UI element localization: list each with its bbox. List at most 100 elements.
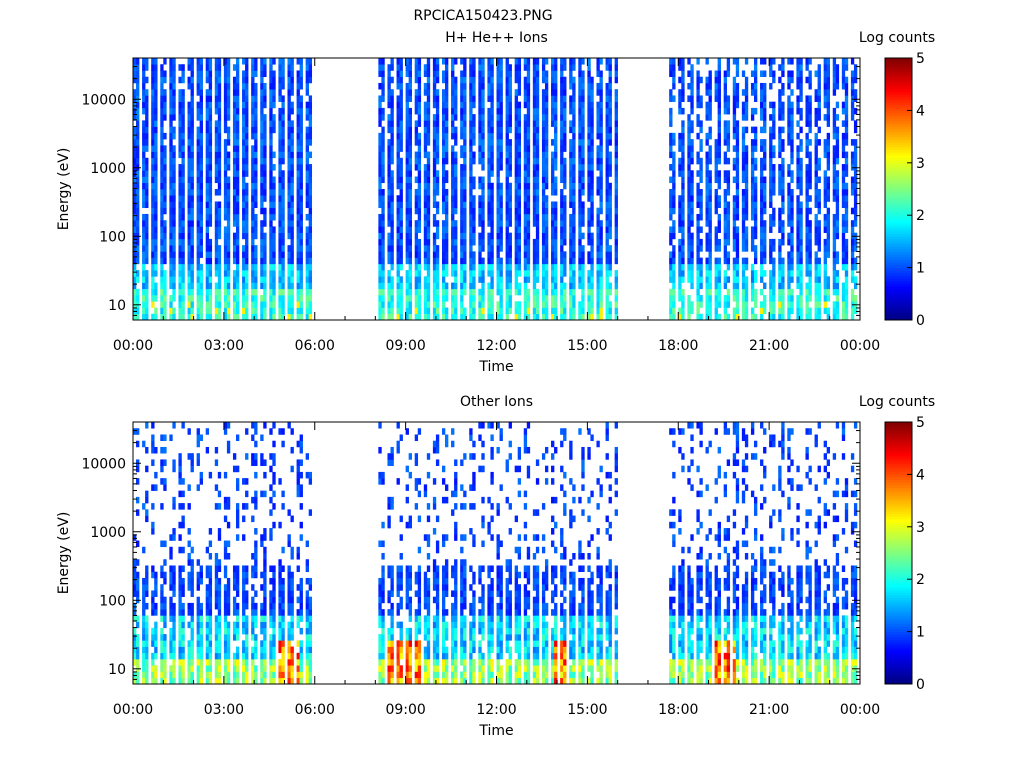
- heatmap-cell: [408, 170, 412, 177]
- heatmap-cell: [181, 64, 185, 71]
- heatmap-cell: [232, 114, 237, 121]
- heatmap-cell: [763, 176, 767, 184]
- heatmap-cell: [245, 164, 249, 171]
- heatmap-cell: [526, 251, 531, 258]
- heatmap-cell: [235, 164, 240, 171]
- heatmap-cell: [763, 226, 767, 233]
- heatmap-cell: [523, 270, 528, 277]
- heatmap-cell: [605, 282, 609, 290]
- heatmap-cell: [569, 95, 573, 102]
- heatmap-cell: [763, 114, 767, 121]
- heatmap-cell: [514, 195, 518, 202]
- heatmap-cell: [269, 207, 273, 215]
- heatmap-cell: [772, 288, 776, 296]
- heatmap-cell: [769, 276, 773, 283]
- heatmap-cell: [844, 282, 849, 290]
- heatmap-cell: [596, 301, 600, 308]
- heatmap-cell: [154, 139, 158, 146]
- heatmap-cell: [496, 151, 500, 159]
- heatmap-cell: [705, 114, 709, 121]
- heatmap-cell: [481, 176, 485, 184]
- heatmap-cell: [260, 182, 264, 190]
- heatmap-cell: [469, 263, 473, 271]
- heatmap-cell: [796, 70, 800, 78]
- heatmap-cell: [417, 288, 422, 296]
- heatmap-cell: [514, 232, 518, 240]
- heatmap-cell: [223, 263, 228, 271]
- heatmap-cell: [551, 176, 555, 184]
- heatmap-cell: [169, 132, 173, 140]
- heatmap-cell: [544, 89, 549, 96]
- heatmap-cell: [769, 139, 773, 146]
- heatmap-cell: [835, 207, 840, 215]
- heatmap-cell: [590, 151, 594, 159]
- heatmap-cell: [823, 95, 827, 102]
- heatmap-cell: [263, 89, 267, 96]
- heatmap-cell: [290, 164, 294, 171]
- heatmap-cell: [781, 164, 785, 171]
- heatmap-cell: [133, 182, 137, 190]
- heatmap-cell: [290, 201, 294, 209]
- heatmap-cell: [214, 189, 219, 196]
- heatmap-cell: [432, 257, 437, 265]
- heatmap-cell: [187, 139, 191, 146]
- heatmap-cell: [208, 107, 213, 115]
- heatmap-cell: [678, 145, 682, 152]
- heatmap-cell: [799, 114, 803, 121]
- heatmap-cell: [835, 232, 840, 240]
- heatmap-cell: [154, 195, 158, 202]
- heatmap-cell: [396, 114, 400, 121]
- heatmap-cell: [272, 120, 276, 127]
- heatmap-cell: [587, 295, 591, 302]
- heatmap-cell: [578, 120, 582, 127]
- heatmap-cell: [690, 251, 694, 258]
- heatmap-cell: [605, 120, 609, 127]
- heatmap-cell: [142, 139, 146, 146]
- heatmap-cell: [587, 139, 591, 146]
- heatmap-cell: [378, 82, 382, 90]
- heatmap-cell: [136, 201, 140, 209]
- heatmap-cell: [554, 82, 558, 90]
- heatmap-cell: [744, 232, 749, 240]
- heatmap-cell: [290, 76, 294, 84]
- heatmap-cell: [799, 107, 803, 115]
- heatmap-cell: [133, 114, 137, 121]
- heatmap-cell: [469, 64, 473, 71]
- heatmap-cell: [163, 226, 167, 233]
- heatmap-cell: [817, 126, 821, 134]
- heatmap-cell: [753, 220, 758, 227]
- heatmap-cell: [735, 58, 740, 65]
- heatmap-cell: [717, 201, 721, 209]
- heatmap-cell: [717, 107, 721, 115]
- heatmap-cell: [426, 189, 431, 196]
- heatmap-cell: [487, 95, 491, 102]
- heatmap-cell: [251, 95, 255, 102]
- heatmap-cell: [190, 201, 194, 209]
- heatmap-cell: [460, 195, 464, 202]
- heatmap-cell: [599, 189, 603, 196]
- heatmap-cell: [608, 76, 612, 84]
- heatmap-cell: [750, 182, 755, 190]
- heatmap-cell: [696, 89, 700, 96]
- heatmap-cell: [487, 145, 491, 152]
- heatmap-cell: [690, 207, 694, 215]
- heatmap-cell: [814, 170, 818, 177]
- heatmap-cell: [781, 282, 785, 290]
- heatmap-cell: [414, 207, 419, 215]
- heatmap-cell: [750, 176, 755, 184]
- heatmap-cell: [451, 157, 455, 165]
- heatmap-cell: [287, 126, 291, 134]
- heatmap-cell: [154, 126, 158, 134]
- heatmap-cell: [287, 182, 291, 190]
- heatmap-cell: [826, 182, 831, 190]
- heatmap-cell: [154, 251, 158, 258]
- heatmap-cell: [408, 114, 412, 121]
- heatmap-cell: [526, 95, 531, 102]
- heatmap-cell: [435, 220, 440, 227]
- heatmap-cell: [160, 195, 164, 202]
- heatmap-cell: [232, 151, 237, 159]
- heatmap-cell: [408, 276, 412, 283]
- heatmap-cell: [760, 82, 764, 90]
- heatmap-cell: [823, 282, 827, 290]
- heatmap-cell: [841, 295, 846, 302]
